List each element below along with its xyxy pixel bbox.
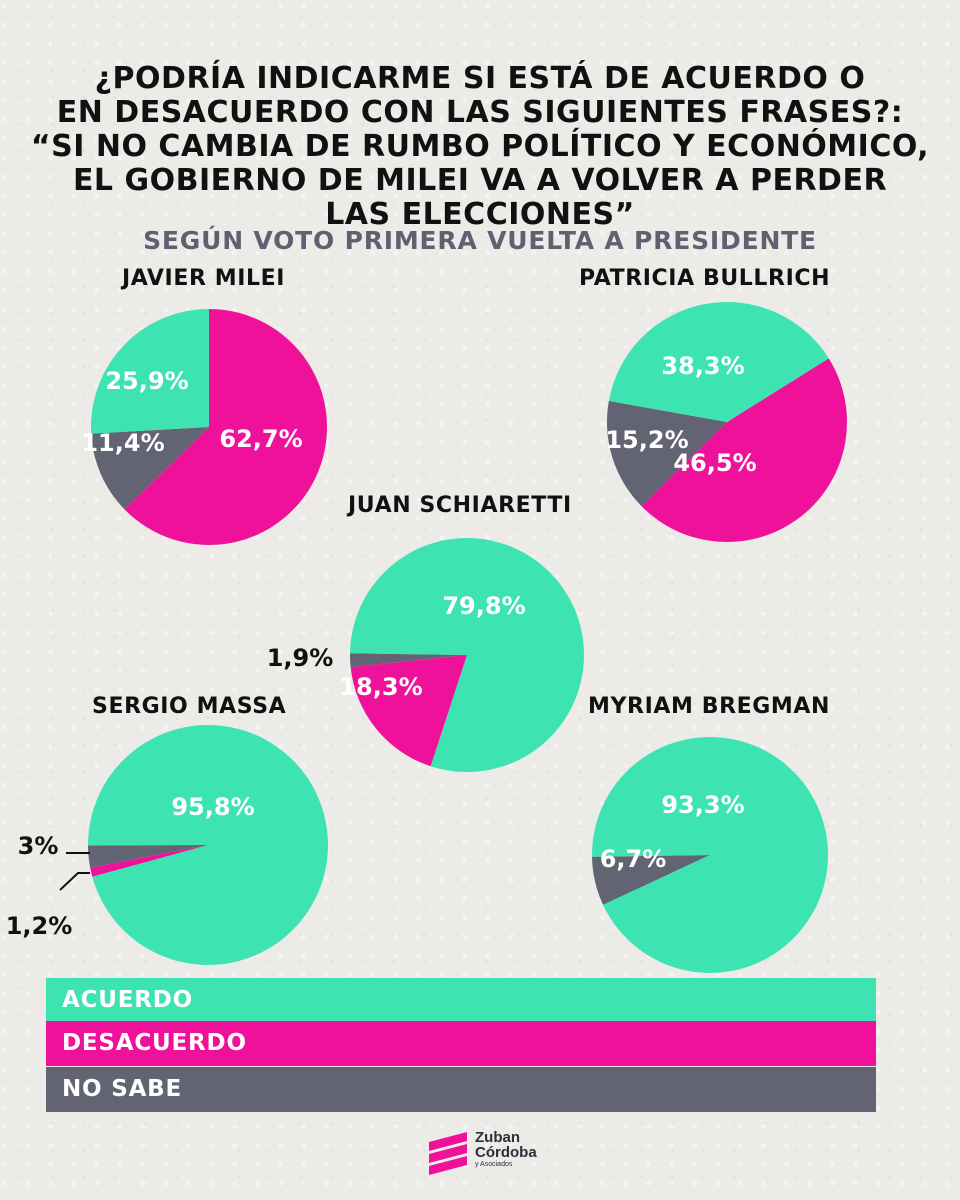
pie-title-bregman: MYRIAM BREGMAN <box>588 694 831 719</box>
pie-sergio-massa: 95,8% 1,2% 3% <box>6 725 328 966</box>
brand-logo: Zuban Córdoba y Asociados <box>427 1130 547 1180</box>
data-label-no-sabe: 15,2% <box>605 426 688 454</box>
data-label-desacuerdo: 1,2% <box>6 912 73 940</box>
title-line: ¿PODRÍA INDICARME SI ESTÁ DE ACUERDO O <box>94 61 866 96</box>
legend-acuerdo: ACUERDO <box>46 978 876 1023</box>
pie-slice-no-sabe <box>349 653 467 668</box>
data-label-acuerdo: 95,8% <box>171 793 254 821</box>
pie-slice-no-sabe <box>607 400 727 507</box>
chart-title: ¿PODRÍA INDICARME SI ESTÁ DE ACUERDO O E… <box>0 62 960 232</box>
leader-line-desacuerdo <box>59 872 90 891</box>
pie-slice-acuerdo <box>591 736 828 973</box>
data-label-acuerdo: 93,3% <box>661 791 744 819</box>
data-label-no-sabe: 3% <box>18 832 59 860</box>
logo-text-line3: y Asociados <box>475 1161 513 1168</box>
pie-patricia-bullrich: 38,3% 46,5%15,2% <box>605 301 848 543</box>
logo-text-line1: Zuban <box>475 1129 520 1146</box>
logo-mark-icon <box>429 1132 467 1175</box>
pie-title-schiaretti: JUAN SCHIARETTI <box>348 493 572 518</box>
legend-no-sabe: NO SABE <box>46 1067 876 1112</box>
pie-slice-no-sabe <box>88 845 208 868</box>
title-line: EL GOBIERNO DE MILEI VA A VOLVER A PERDE… <box>72 163 888 198</box>
chart-subtitle: SEGÚN VOTO PRIMERA VUELTA A PRESIDENTE <box>143 226 817 255</box>
pie-slice-desacuerdo <box>124 309 328 545</box>
logo-text-line2: Córdoba <box>475 1144 537 1161</box>
pie-title-milei: JAVIER MILEI <box>122 266 286 291</box>
data-label-desacuerdo: 62,7% <box>219 425 302 453</box>
pie-slice-no-sabe <box>592 855 710 905</box>
data-label-no-sabe: 1,9% <box>267 644 334 672</box>
title-line: “SI NO CAMBIA DE RUMBO POLÍTICO Y ECONÓM… <box>30 129 930 164</box>
title-line: LAS ELECCIONES” <box>325 197 635 232</box>
pie-myriam-bregman: 93,3% 6,7% <box>591 736 828 973</box>
legend-desacuerdo: DESACUERDO <box>46 1021 876 1066</box>
data-label-acuerdo: 38,3% <box>661 352 744 380</box>
pie-slice-acuerdo <box>87 725 328 966</box>
pie-javier-milei: 25,9% 62,7% 11,4% <box>81 309 328 545</box>
pie-slice-acuerdo <box>608 301 829 422</box>
pie-slice-acuerdo <box>350 538 584 773</box>
pie-slice-desacuerdo <box>641 358 848 543</box>
title-line: EN DESACUERDO CON LAS SIGUIENTES FRASES?… <box>56 95 904 130</box>
pie-slice-desacuerdo <box>90 845 208 877</box>
pie-slice-desacuerdo <box>350 655 467 767</box>
data-label-desacuerdo: 46,5% <box>673 449 756 477</box>
pie-juan-schiaretti: 79,8% 18,3%1,9% <box>267 538 584 773</box>
data-label-desacuerdo: 18,3% <box>339 673 422 701</box>
pie-slice-no-sabe <box>91 427 209 510</box>
data-label-no-sabe: 11,4% <box>81 429 164 457</box>
data-label-acuerdo: 25,9% <box>105 367 188 395</box>
data-label-no-sabe: 6,7% <box>600 845 667 873</box>
pie-title-massa: SERGIO MASSA <box>92 694 287 719</box>
data-label-acuerdo: 79,8% <box>442 592 525 620</box>
pie-title-bullrich: PATRICIA BULLRICH <box>579 266 831 291</box>
pie-slice-acuerdo <box>91 309 209 434</box>
